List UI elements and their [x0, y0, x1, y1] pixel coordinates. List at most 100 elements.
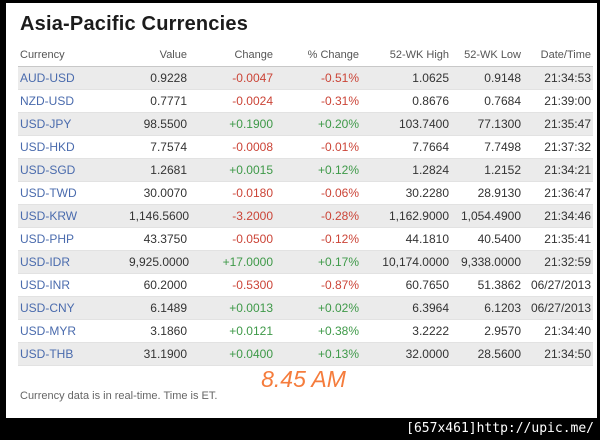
table-row: USD-HKD 7.7574 -0.0008 -0.01% 7.7664 7.7498 21… [18, 135, 593, 159]
pct-change-cell: +0.38% [275, 319, 361, 343]
column-header: Date/Time [523, 46, 593, 67]
52wk-high-cell: 30.2280 [361, 181, 451, 205]
52wk-high-cell: 1,162.9000 [361, 204, 451, 228]
change-cell: -0.5300 [189, 273, 275, 297]
value-cell: 43.3750 [127, 227, 189, 251]
currency-pair-link[interactable]: USD-SGD [20, 163, 76, 177]
datetime-cell: 21:34:53 [523, 66, 593, 90]
change-cell: -0.0008 [189, 135, 275, 159]
currency-cell: USD-KRW [18, 204, 127, 228]
value-cell: 60.2000 [127, 273, 189, 297]
currency-pair-link[interactable]: NZD-USD [20, 94, 74, 108]
currency-pair-link[interactable]: USD-THB [20, 347, 74, 361]
52wk-low-cell: 28.5600 [451, 342, 523, 366]
currencies-table: Currency Value Change% Change 52-WK High 52-… [18, 46, 593, 366]
datetime-cell: 21:34:50 [523, 342, 593, 366]
value-cell: 9,925.0000 [127, 250, 189, 274]
value-cell: 1,146.5600 [127, 204, 189, 228]
table-row: USD-JPY 98.5500 +0.1900 +0.20% 103.7400 77.13… [18, 112, 593, 136]
52wk-low-cell: 51.3862 [451, 273, 523, 297]
pct-change-cell: -0.51% [275, 66, 361, 90]
52wk-high-cell: 10,174.0000 [361, 250, 451, 274]
datetime-cell: 21:34:46 [523, 204, 593, 228]
currency-pair-link[interactable]: USD-KRW [20, 209, 78, 223]
datetime-cell: 06/27/2013 [523, 273, 593, 297]
currency-pair-link[interactable]: USD-CNY [20, 301, 75, 315]
column-header: Change [189, 46, 275, 67]
datetime-cell: 21:35:47 [523, 112, 593, 136]
datetime-cell: 21:34:40 [523, 319, 593, 343]
52wk-high-cell: 0.8676 [361, 89, 451, 113]
table-row: AUD-USD 0.9228 -0.0047 -0.51% 1.0625 0.9148 21… [18, 66, 593, 90]
table-row: USD-TWD 30.0070 -0.0180 -0.06% 30.2280 28.913… [18, 181, 593, 205]
datetime-cell: 21:37:32 [523, 135, 593, 159]
currency-pair-link[interactable]: USD-JPY [20, 117, 72, 131]
currency-pair-link[interactable]: USD-TWD [20, 186, 77, 200]
currency-pair-link[interactable]: USD-PHP [20, 232, 75, 246]
52wk-low-cell: 7.7498 [451, 135, 523, 159]
value-cell: 6.1489 [127, 296, 189, 320]
table-row: USD-CNY 6.1489 +0.0013 +0.02% 6.3964 6.1203 06… [18, 296, 593, 320]
52wk-low-cell: 2.9570 [451, 319, 523, 343]
column-header: 52-WK High [361, 46, 451, 67]
value-cell: 31.1900 [127, 342, 189, 366]
pct-change-cell: +0.12% [275, 158, 361, 182]
currency-pair-link[interactable]: USD-IDR [20, 255, 70, 269]
change-cell: +0.0013 [189, 296, 275, 320]
table-header-row: Currency Value Change% Change 52-WK High 52-… [18, 46, 593, 67]
pct-change-cell: -0.87% [275, 273, 361, 297]
currency-pair-link[interactable]: USD-HKD [20, 140, 75, 154]
52wk-low-cell: 0.7684 [451, 89, 523, 113]
52wk-high-cell: 1.0625 [361, 66, 451, 90]
currency-widget: Asia-Pacific Currencies Currency Value Cha… [6, 3, 597, 418]
pct-change-cell: -0.06% [275, 181, 361, 205]
pct-change-cell: +0.02% [275, 296, 361, 320]
table-row: NZD-USD 0.7771 -0.0024 -0.31% 0.8676 0.7684 21… [18, 89, 593, 113]
52wk-low-cell: 28.9130 [451, 181, 523, 205]
52wk-high-cell: 6.3964 [361, 296, 451, 320]
currency-cell: USD-JPY [18, 112, 127, 136]
datetime-cell: 06/27/2013 [523, 296, 593, 320]
value-cell: 98.5500 [127, 112, 189, 136]
currency-cell: USD-HKD [18, 135, 127, 159]
value-cell: 1.2681 [127, 158, 189, 182]
52wk-low-cell: 9,338.0000 [451, 250, 523, 274]
column-header: Value [127, 46, 189, 67]
value-cell: 0.9228 [127, 66, 189, 90]
pct-change-cell: -0.01% [275, 135, 361, 159]
pct-change-cell: -0.28% [275, 204, 361, 228]
pct-change-cell: -0.31% [275, 89, 361, 113]
datetime-cell: 21:35:41 [523, 227, 593, 251]
52wk-low-cell: 1,054.4900 [451, 204, 523, 228]
52wk-low-cell: 0.9148 [451, 66, 523, 90]
column-header: Currency [18, 46, 127, 67]
column-header: % Change [275, 46, 361, 67]
currency-pair-link[interactable]: USD-MYR [20, 324, 76, 338]
currency-pair-link[interactable]: USD-INR [20, 278, 70, 292]
time-annotation: 8.45 AM [261, 366, 346, 392]
currency-cell: USD-THB [18, 342, 127, 366]
pct-change-cell: -0.12% [275, 227, 361, 251]
52wk-high-cell: 103.7400 [361, 112, 451, 136]
table-row: USD-KRW 1,146.5600 -3.2000 -0.28% 1,162.9000… [18, 204, 593, 228]
52wk-high-cell: 1.2824 [361, 158, 451, 182]
52wk-high-cell: 3.2222 [361, 319, 451, 343]
watermark-label: [657x461]http://upic.me/ [406, 421, 594, 436]
change-cell: +0.0400 [189, 342, 275, 366]
52wk-low-cell: 77.1300 [451, 112, 523, 136]
realtime-footnote: Currency data is in real-time. Time is E… [20, 390, 218, 402]
pct-change-cell: +0.13% [275, 342, 361, 366]
change-cell: +0.0015 [189, 158, 275, 182]
table-row: USD-PHP 43.3750 -0.0500 -0.12% 44.1810 40.540… [18, 227, 593, 251]
value-cell: 30.0070 [127, 181, 189, 205]
page-title: Asia-Pacific Currencies [20, 13, 249, 35]
change-cell: -3.2000 [189, 204, 275, 228]
currency-pair-link[interactable]: AUD-USD [20, 71, 75, 85]
currency-cell: USD-PHP [18, 227, 127, 251]
table-row: USD-INR 60.2000 -0.5300 -0.87% 60.7650 51.386… [18, 273, 593, 297]
currency-cell: USD-IDR [18, 250, 127, 274]
pct-change-cell: +0.17% [275, 250, 361, 274]
table-footer: 8.45 AM Currency data is in real-time. T… [18, 366, 589, 418]
52wk-high-cell: 7.7664 [361, 135, 451, 159]
currency-cell: USD-TWD [18, 181, 127, 205]
